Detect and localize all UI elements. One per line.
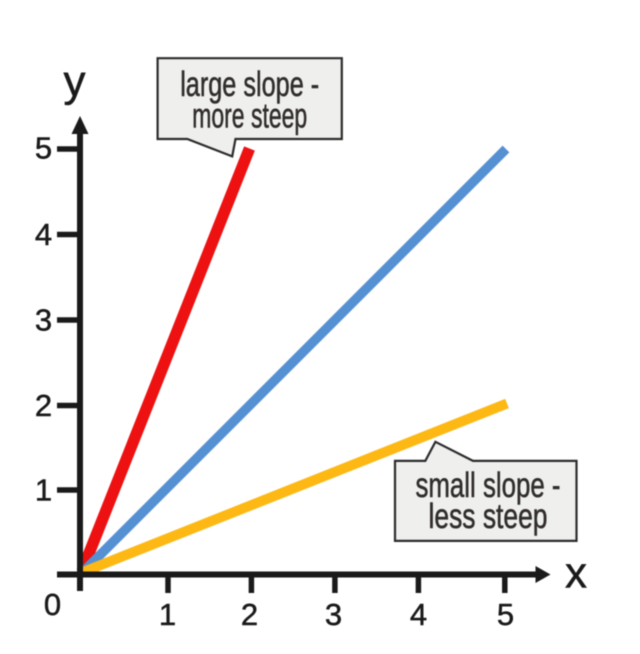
svg-text:y: y: [64, 57, 86, 106]
svg-text:2: 2: [241, 597, 258, 632]
svg-text:1: 1: [159, 597, 176, 632]
svg-text:0: 0: [44, 587, 61, 622]
svg-text:3: 3: [325, 597, 342, 632]
svg-text:more steep: more steep: [192, 97, 307, 136]
svg-text:3: 3: [35, 303, 52, 338]
svg-text:1: 1: [35, 473, 52, 508]
svg-text:4: 4: [410, 597, 427, 632]
svg-text:large slope -: large slope -: [180, 65, 319, 104]
svg-text:5: 5: [497, 597, 514, 632]
svg-text:small slope -: small slope -: [416, 466, 561, 505]
svg-text:less steep: less steep: [429, 497, 548, 536]
svg-text:x: x: [565, 549, 587, 598]
svg-text:4: 4: [35, 217, 52, 252]
svg-text:2: 2: [35, 388, 52, 423]
svg-text:5: 5: [35, 131, 52, 166]
